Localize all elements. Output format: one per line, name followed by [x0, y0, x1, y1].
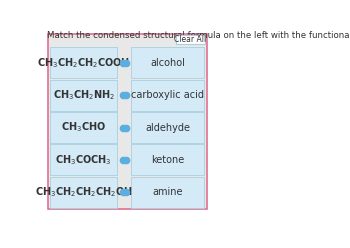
FancyBboxPatch shape [131, 112, 204, 143]
Text: CH$_3$CHO: CH$_3$CHO [61, 121, 106, 134]
Text: carboxylic acid: carboxylic acid [131, 90, 204, 100]
FancyBboxPatch shape [131, 80, 204, 111]
FancyBboxPatch shape [50, 177, 117, 208]
Text: ketone: ketone [151, 155, 184, 165]
FancyBboxPatch shape [131, 177, 204, 208]
Text: aldehyde: aldehyde [145, 123, 190, 132]
FancyBboxPatch shape [175, 35, 205, 44]
FancyBboxPatch shape [50, 144, 117, 176]
FancyBboxPatch shape [50, 80, 117, 111]
FancyBboxPatch shape [50, 47, 117, 78]
Text: CH$_3$CH$_2$NH$_2$: CH$_3$CH$_2$NH$_2$ [53, 88, 114, 102]
FancyBboxPatch shape [50, 112, 117, 143]
Text: alcohol: alcohol [150, 58, 185, 68]
Text: CH$_3$CH$_2$CH$_2$CH$_2$OH: CH$_3$CH$_2$CH$_2$CH$_2$OH [35, 185, 133, 199]
Text: Clear All: Clear All [174, 35, 206, 44]
FancyBboxPatch shape [131, 47, 204, 78]
Text: amine: amine [153, 187, 183, 197]
Text: CH$_3$CH$_2$CH$_2$COOH: CH$_3$CH$_2$CH$_2$COOH [37, 56, 130, 70]
FancyBboxPatch shape [131, 144, 204, 176]
Text: CH$_3$COCH$_3$: CH$_3$COCH$_3$ [55, 153, 112, 167]
FancyBboxPatch shape [48, 34, 206, 209]
Text: Match the condensed structural formula on the left with the functional group cla: Match the condensed structural formula o… [47, 31, 350, 40]
